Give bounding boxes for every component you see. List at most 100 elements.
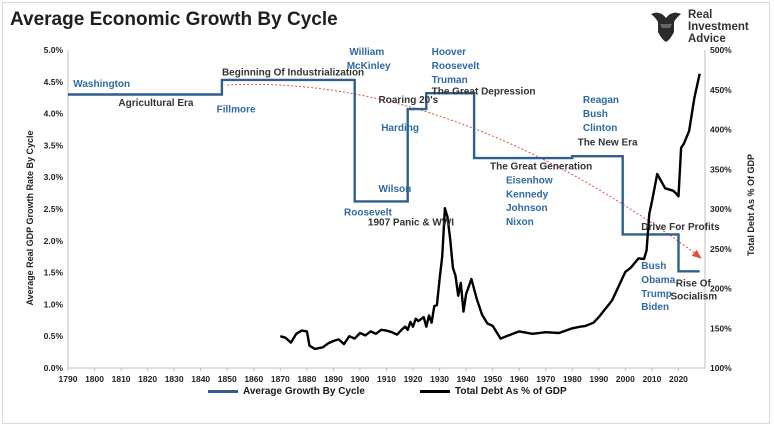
y-tick-label: 0.0% <box>44 363 64 373</box>
y2-tick-label: 400% <box>710 125 732 135</box>
x-tick-label: 1940 <box>457 374 476 384</box>
annotation-label: Roosevelt <box>344 207 392 218</box>
x-tick-label: 1820 <box>138 374 157 384</box>
y2-tick-label: 350% <box>710 164 732 174</box>
trend-arrow-head <box>691 249 702 259</box>
y-axis-label: Average Real GDP Growth Rate By Cycle <box>25 130 35 305</box>
x-tick-label: 1890 <box>324 374 343 384</box>
growth-series-line <box>68 78 700 273</box>
legend-swatch-debt <box>420 390 450 393</box>
annotation-label: Roosevelt <box>432 61 480 72</box>
y2-tick-label: 150% <box>710 323 732 333</box>
y-tick-label: 4.5% <box>44 77 64 87</box>
y-tick-label: 2.5% <box>44 204 64 214</box>
logo-line-3: Advice <box>688 33 726 45</box>
annotation-label: William <box>349 47 384 58</box>
x-tick-label: 1910 <box>377 374 396 384</box>
x-tick-label: 1970 <box>536 374 555 384</box>
annotation-label: Bush <box>641 261 666 272</box>
annotation-label: Wilson <box>379 184 412 195</box>
y-tick-label: 3.0% <box>44 172 64 182</box>
x-tick-label: 1960 <box>510 374 529 384</box>
company-logo: Real Investment Advice <box>648 8 768 48</box>
x-tick-label: 1790 <box>59 374 78 384</box>
legend-label-growth: Average Growth By Cycle <box>243 386 365 397</box>
y-tick-label: 1.5% <box>44 268 64 278</box>
trend-arrow-line <box>227 83 700 258</box>
x-tick-label: 1990 <box>589 374 608 384</box>
annotation-label: Beginning Of Industrialization <box>222 67 364 78</box>
annotation-label: Drive For Profits <box>641 222 720 233</box>
x-tick-label: 2010 <box>642 374 661 384</box>
x-tick-label: 1830 <box>165 374 184 384</box>
annotation-label: Reagan <box>583 95 619 106</box>
x-tick-label: 1840 <box>191 374 210 384</box>
annotation-label: Hoover <box>432 47 467 58</box>
y2-tick-label: 100% <box>710 363 732 373</box>
annotation-label: McKinley <box>347 61 391 72</box>
x-axis-ticks: 1790 1800 1810 1820 1830 1840 1850 1860 1870 1880… <box>59 368 688 384</box>
legend-label-debt: Total Debt As % of GDP <box>455 386 567 397</box>
y-tick-label: 1.0% <box>44 299 64 309</box>
x-tick-label: 1900 <box>350 374 369 384</box>
logo-line-2: Investment <box>688 21 749 33</box>
legend-swatch-growth <box>208 390 238 393</box>
chart-title: Average Economic Growth By Cycle <box>10 9 338 30</box>
series-lines <box>68 73 701 351</box>
annotation-label: Trump <box>641 289 672 300</box>
y2-tick-label: 200% <box>710 284 732 294</box>
y2-tick-label: 450% <box>710 85 732 95</box>
annotation-label: Eisenhow <box>506 176 553 187</box>
annotation-label: Roaring 20's <box>379 95 439 106</box>
x-tick-label: 2000 <box>616 374 635 384</box>
annotation-label: Johnson <box>506 203 548 214</box>
debt-series-line <box>279 73 701 351</box>
right-axis-ticks: 100% 150% 200% 250% 300% 350% 400% 450% 500% <box>710 45 732 373</box>
annotations: Washington Agricultural Era Beginning Of I… <box>73 47 720 313</box>
x-tick-label: 1980 <box>563 374 582 384</box>
y2-tick-label: 300% <box>710 204 732 214</box>
annotation-label: 1907 Panic & WWI <box>368 218 454 229</box>
y-tick-label: 2.0% <box>44 236 64 246</box>
annotation-label: Biden <box>641 302 669 313</box>
x-tick-label: 1870 <box>271 374 290 384</box>
y-tick-label: 3.5% <box>44 140 64 150</box>
annotation-label: The New Era <box>578 137 638 148</box>
legend-item-debt: Total Debt As % of GDP <box>420 386 567 397</box>
chart-frame <box>2 2 770 424</box>
trend-arrow <box>227 83 702 259</box>
annotation-label: Truman <box>432 75 468 86</box>
annotation-label: Rise Of <box>676 279 712 290</box>
x-tick-label: 1920 <box>404 374 423 384</box>
legend-item-growth: Average Growth By Cycle <box>208 386 365 397</box>
x-tick-label: 1880 <box>297 374 316 384</box>
annotation-label: Fillmore <box>217 104 256 115</box>
y-tick-label: 5.0% <box>44 45 64 55</box>
x-tick-label: 1800 <box>85 374 104 384</box>
annotation-label: Nixon <box>506 217 534 228</box>
annotation-label: Kennedy <box>506 190 549 201</box>
x-tick-label: 1810 <box>112 374 131 384</box>
annotation-label: Bush <box>583 109 608 120</box>
annotation-label: Obama <box>641 275 675 286</box>
annotation-label: Washington <box>73 79 130 90</box>
x-tick-label: 1860 <box>244 374 263 384</box>
y2-tick-label: 250% <box>710 244 732 254</box>
x-tick-label: 1950 <box>483 374 502 384</box>
annotation-label: Agricultural Era <box>118 98 193 109</box>
x-tick-label: 2020 <box>669 374 688 384</box>
bull-head-icon <box>651 12 681 42</box>
annotation-label: The Great Depression <box>432 87 536 98</box>
x-tick-label: 1850 <box>218 374 237 384</box>
y2-tick-label: 500% <box>710 45 732 55</box>
annotation-label: Clinton <box>583 123 617 134</box>
left-axis-ticks: 0.0% 0.5% 1.0% 1.5% 2.0% 2.5% 3.0% 3.5% 4.0% 4.5%… <box>44 45 64 373</box>
annotation-label: The Great Generation <box>490 162 592 173</box>
y2-axis-label: Total Debt As % Of GDP <box>746 154 756 256</box>
x-tick-label: 1930 <box>430 374 449 384</box>
annotation-label: Harding <box>381 123 419 134</box>
y-tick-label: 0.5% <box>44 331 64 341</box>
annotation-label: Socialism <box>670 291 717 302</box>
logo-line-1: Real <box>688 9 713 21</box>
